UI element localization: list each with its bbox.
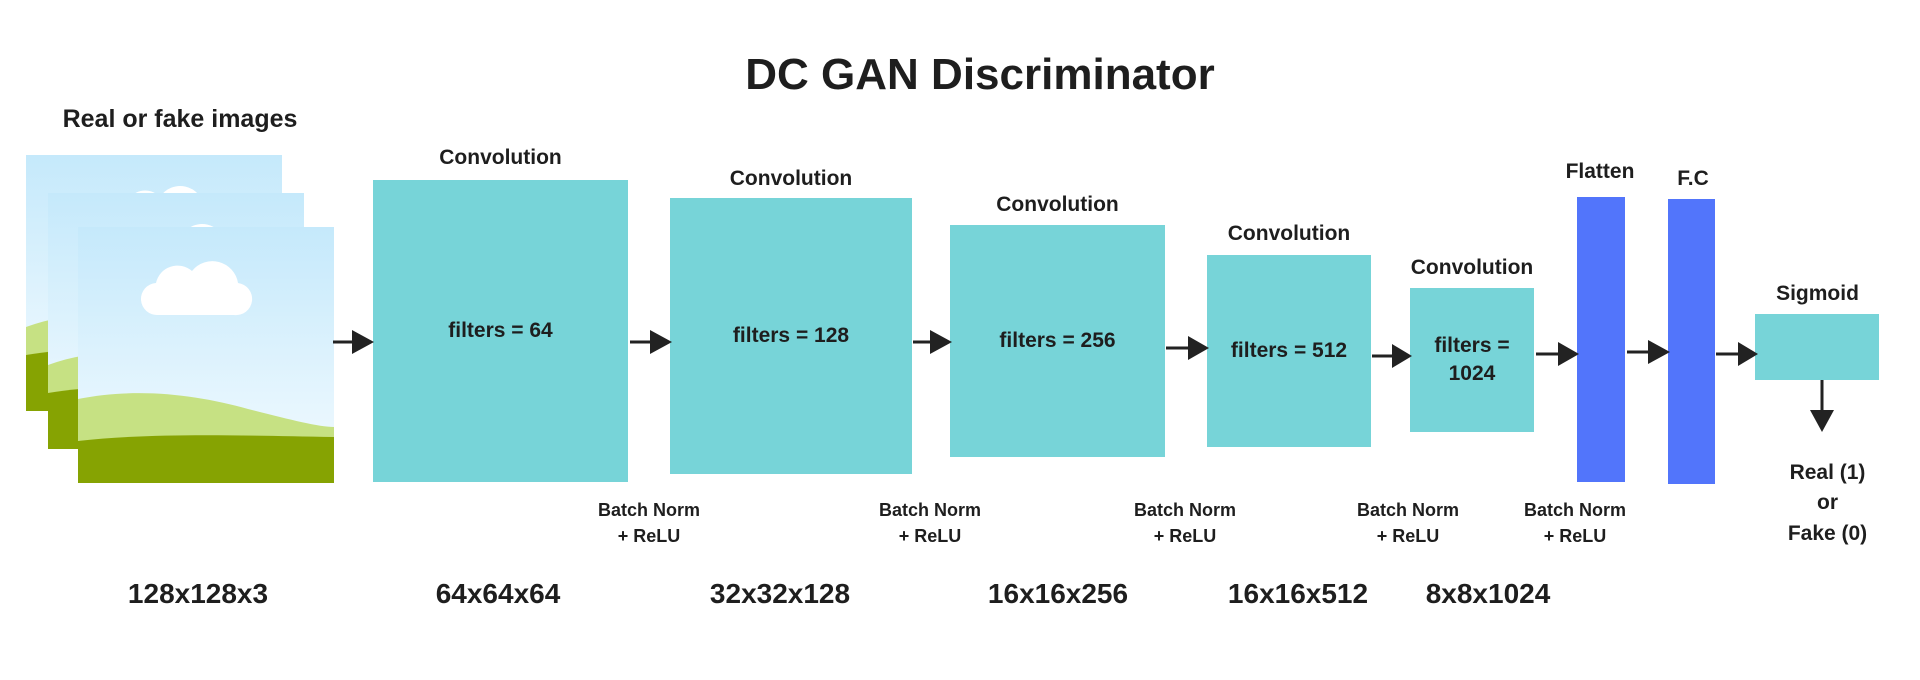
conv-3-block: filters = 256	[950, 225, 1165, 457]
conv-5-filters-line-1: filters =	[1434, 333, 1510, 357]
output-or: or	[1817, 491, 1838, 515]
conv-5-label: Convolution	[1410, 256, 1534, 279]
conv-2-label: Convolution	[729, 167, 853, 190]
conv-2-filters: filters = 128	[732, 323, 850, 347]
conv-4-filters: filters = 512	[1230, 338, 1348, 362]
output-label: Real (1) or Fake (0)	[1760, 458, 1895, 549]
sigmoid-label: Sigmoid	[1776, 282, 1859, 305]
conv-1-filters: filters = 64	[448, 318, 553, 342]
batchnorm-label-2: Batch Norm + ReLU	[865, 497, 995, 549]
batchnorm-5-line-1: Batch Norm	[1523, 500, 1626, 520]
batchnorm-2-line-1: Batch Norm	[878, 500, 981, 520]
batchnorm-label-4: Batch Norm + ReLU	[1343, 497, 1473, 549]
conv-5-block: filters = 1024	[1410, 288, 1534, 432]
batchnorm-label-3: Batch Norm + ReLU	[1120, 497, 1250, 549]
arrowhead-8	[1738, 342, 1758, 366]
fc-bar	[1668, 199, 1715, 484]
batchnorm-3-line-1: Batch Norm	[1133, 500, 1236, 520]
arrowhead-7	[1648, 340, 1670, 364]
dim-input: 128x128x3	[127, 578, 269, 609]
input-images-illustration	[26, 155, 334, 483]
arrowhead-1	[352, 330, 374, 354]
batchnorm-3-line-2: + ReLU	[1153, 526, 1217, 547]
arrowhead-6	[1558, 342, 1579, 366]
dim-conv-5: 8x8x1024	[1425, 578, 1551, 609]
conv-2-block: filters = 128	[670, 198, 912, 474]
conv-5-filters: filters = 1024	[1434, 332, 1509, 389]
conv-3-label: Convolution	[996, 193, 1119, 216]
image-card-front	[78, 227, 334, 483]
fc-label: F.C	[1677, 167, 1709, 190]
batchnorm-2-line-2: + ReLU	[898, 526, 962, 547]
output-real: Real (1)	[1789, 461, 1866, 484]
flatten-bar	[1577, 197, 1625, 482]
batchnorm-1-line-1: Batch Norm	[597, 500, 700, 520]
arrowhead-2	[650, 330, 672, 354]
batchnorm-4-line-1: Batch Norm	[1356, 500, 1459, 520]
input-label: Real or fake images	[62, 105, 298, 133]
conv-3-filters: filters = 256	[999, 328, 1116, 352]
arrowhead-4	[1188, 336, 1209, 360]
flatten-label: Flatten	[1565, 160, 1635, 183]
output-fake: Fake (0)	[1787, 521, 1868, 545]
dim-conv-2: 32x32x128	[709, 578, 851, 609]
batchnorm-1-line-2: + ReLU	[617, 526, 681, 547]
input-image-stack	[26, 155, 336, 485]
batchnorm-5-line-2: + ReLU	[1543, 526, 1607, 547]
arrowhead-5	[1392, 344, 1412, 368]
batchnorm-label-5: Batch Norm + ReLU	[1510, 497, 1640, 549]
dim-conv-3: 16x16x256	[987, 578, 1129, 609]
batchnorm-label-1: Batch Norm + ReLU	[584, 497, 714, 549]
dim-conv-1: 64x64x64	[435, 578, 561, 609]
conv-4-label: Convolution	[1227, 222, 1351, 245]
sigmoid-block	[1755, 314, 1879, 380]
arrowhead-9	[1810, 410, 1834, 432]
conv-5-filters-line-2: 1024	[1448, 362, 1496, 385]
conv-4-block: filters = 512	[1207, 255, 1371, 447]
arrowhead-3	[930, 330, 952, 354]
conv-1-block: filters = 64	[373, 180, 628, 482]
conv-1-label: Convolution	[439, 146, 562, 169]
diagram-title: DC GAN Discriminator	[745, 50, 1215, 99]
batchnorm-4-line-2: + ReLU	[1376, 526, 1440, 547]
dim-conv-4: 16x16x512	[1227, 578, 1369, 609]
